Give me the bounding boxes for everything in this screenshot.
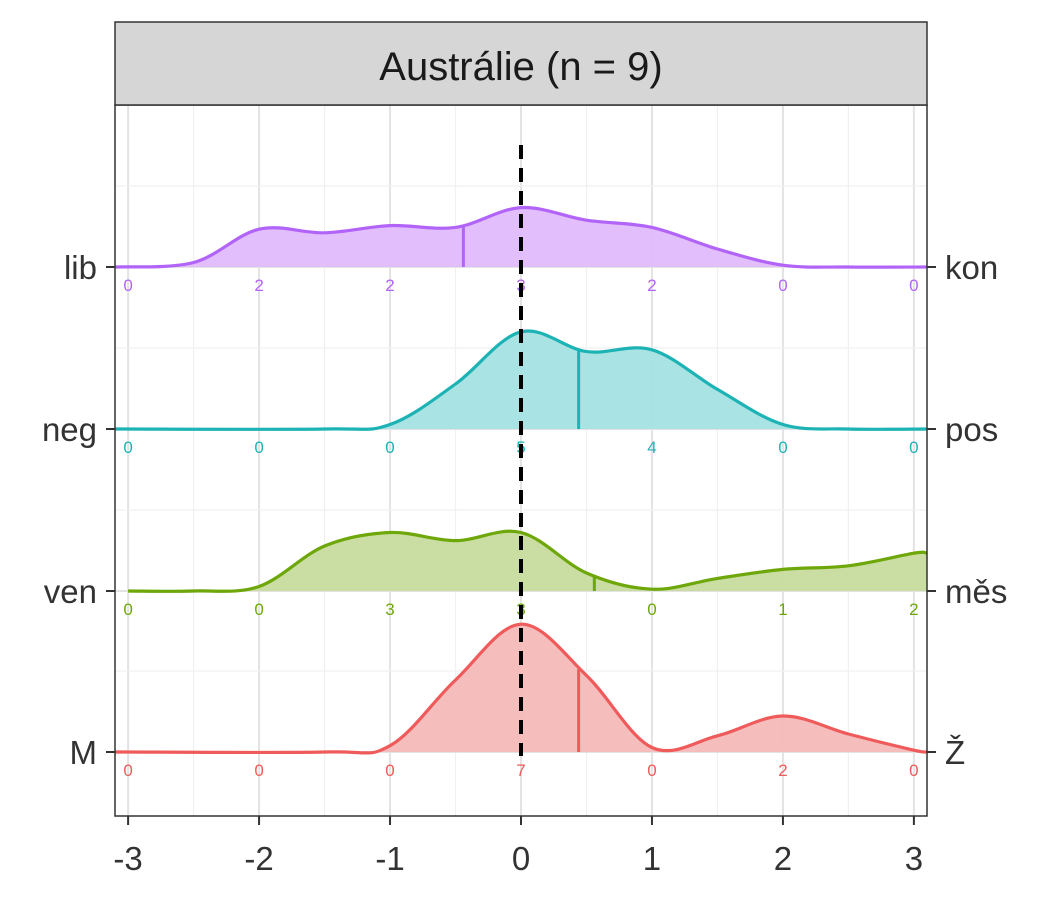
chart-title: Austrálie (n = 9) xyxy=(379,45,662,89)
count-label: 0 xyxy=(909,438,918,457)
x-tick-label: -2 xyxy=(244,840,273,877)
x-tick-label: 1 xyxy=(643,840,661,877)
count-label: 0 xyxy=(254,600,263,619)
x-tick-label: -3 xyxy=(113,840,142,877)
count-label: 2 xyxy=(385,276,394,295)
density-area xyxy=(115,624,927,753)
count-label: 0 xyxy=(909,276,918,295)
count-label: 0 xyxy=(778,438,787,457)
count-label: 2 xyxy=(254,276,263,295)
count-label: 0 xyxy=(909,761,918,780)
ridge-ven: 0033012 xyxy=(123,529,928,619)
strip-background xyxy=(114,21,928,106)
ridge-neg: 0005400 xyxy=(114,329,928,457)
y-tick-label-right: měs xyxy=(945,573,1007,610)
y-tick-label-left: ven xyxy=(44,573,97,610)
y-tick-label-left: M xyxy=(70,734,98,771)
y-tick-label-right: Ž xyxy=(945,734,965,771)
y-tick-label-right: kon xyxy=(945,249,998,286)
x-tick-label: 2 xyxy=(774,840,792,877)
density-line xyxy=(114,205,928,269)
x-tick-label: 3 xyxy=(905,840,923,877)
count-label: 2 xyxy=(909,600,918,619)
count-label: 2 xyxy=(778,761,787,780)
count-label: 0 xyxy=(385,761,394,780)
count-label: 2 xyxy=(647,276,656,295)
density-line xyxy=(114,622,928,755)
ridge-M: 0 0 0 7 0 2 0 xyxy=(114,622,928,780)
y-tick-label-left: neg xyxy=(42,411,97,448)
axes: -3 -2 -1 0 1 2 3 lib kon neg pos ven měs M Ž xyxy=(42,249,1007,877)
y-tick-label-left: lib xyxy=(64,249,97,286)
count-label: 4 xyxy=(647,438,656,457)
count-label: 0 xyxy=(123,600,132,619)
y-tick-label-right: pos xyxy=(945,411,998,448)
count-label: 1 xyxy=(778,600,787,619)
density-line xyxy=(114,329,928,431)
count-label: 0 xyxy=(385,438,394,457)
count-label: 0 xyxy=(647,761,656,780)
count-label: 0 xyxy=(254,438,263,457)
count-label: 0 xyxy=(123,438,132,457)
count-label: 0 xyxy=(123,276,132,295)
x-tick-label: 0 xyxy=(512,840,530,877)
count-label: 0 xyxy=(254,761,263,780)
count-label: 7 xyxy=(516,761,525,780)
count-label: 0 xyxy=(778,276,787,295)
count-label: 0 xyxy=(647,600,656,619)
count-label: 0 xyxy=(123,761,132,780)
density-area xyxy=(128,531,927,592)
count-label: 3 xyxy=(385,600,394,619)
facet-strip: Austrálie (n = 9) xyxy=(114,21,928,106)
x-tick-label: -1 xyxy=(375,840,404,877)
density-line xyxy=(128,529,928,593)
